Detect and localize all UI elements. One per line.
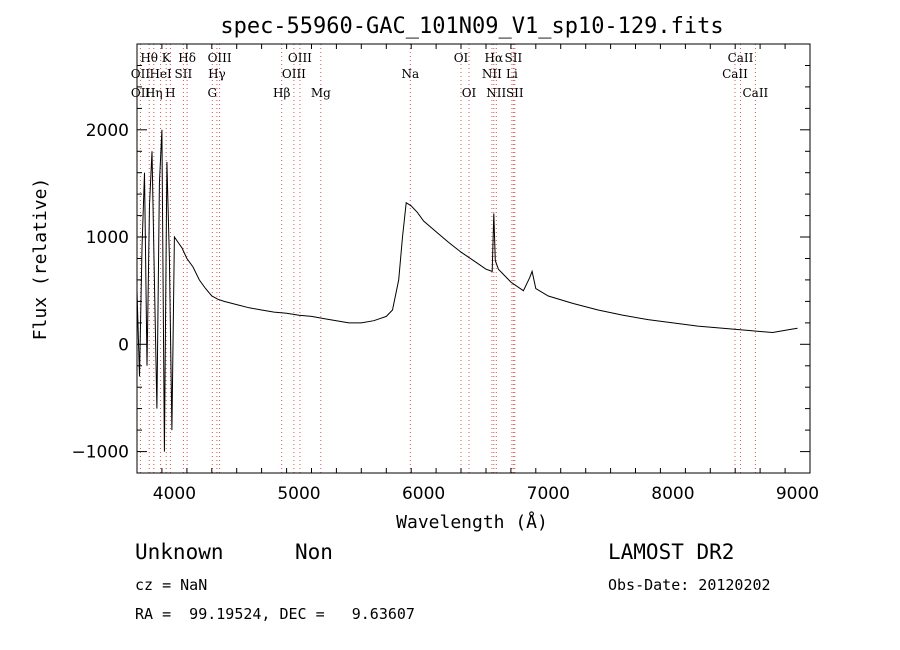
line-label: Na <box>401 67 419 81</box>
x-tick-label: 9000 <box>776 484 819 504</box>
x-tick-label: 5000 <box>277 484 320 504</box>
y-axis-label: Flux (relative) <box>30 178 51 341</box>
line-label: OI <box>454 51 469 65</box>
line-label: K <box>162 51 172 65</box>
coordinates-label: RA = 99.19524, DEC = 9.63607 <box>135 605 415 623</box>
x-axis: 4000 5000 6000 7000 8000 9000 <box>136 44 819 504</box>
line-label: OII <box>131 67 151 81</box>
line-label: SII <box>505 51 523 65</box>
line-label: G <box>208 86 218 100</box>
line-label: OIII <box>208 51 232 65</box>
obs-date-label: Obs-Date: 20120202 <box>608 576 771 594</box>
y-tick-label: 0 <box>118 335 129 355</box>
x-tick-label: 6000 <box>402 484 445 504</box>
x-tick-label: 7000 <box>527 484 570 504</box>
x-tick-label: 8000 <box>651 484 694 504</box>
line-label: OII <box>131 86 151 100</box>
class-label: Unknown <box>135 540 224 564</box>
line-label: NII <box>486 86 506 100</box>
line-label: Hα <box>485 51 504 65</box>
y-axis: −1000 0 1000 2000 <box>71 43 810 474</box>
line-label: OI <box>462 86 477 100</box>
survey-label: LAMOST DR2 <box>608 540 735 564</box>
line-label: CaII <box>742 86 768 100</box>
line-label: SII <box>175 67 193 81</box>
line-label: Hθ <box>140 51 158 65</box>
line-label: Hβ <box>273 86 290 100</box>
line-label: Hη <box>145 86 163 100</box>
line-markers <box>139 44 756 473</box>
line-label: H <box>165 86 175 100</box>
y-tick-label: 1000 <box>86 228 129 248</box>
subclass-label: Non <box>295 540 333 564</box>
line-label: SII <box>506 86 524 100</box>
line-label: OIII <box>282 67 306 81</box>
spectrum-line <box>136 129 798 452</box>
line-label: Hγ <box>208 67 226 81</box>
plot-frame <box>136 43 811 474</box>
y-tick-label: 2000 <box>86 121 129 141</box>
x-tick-label: 4000 <box>153 484 196 504</box>
chart-title: spec-55960-GAC_101N09_V1_sp10-129.fits <box>220 14 723 39</box>
line-label: Mg <box>311 86 331 100</box>
line-label: Li <box>506 67 518 81</box>
line-label: CaII <box>728 51 754 65</box>
line-label: HeI <box>149 67 172 81</box>
x-axis-label: Wavelength (Å) <box>396 511 548 533</box>
redshift-label: cz = NaN <box>135 576 208 594</box>
y-tick-label: −1000 <box>71 443 129 463</box>
line-label: CaII <box>722 67 748 81</box>
line-label: OIII <box>288 51 312 65</box>
line-label: Hδ <box>178 51 196 65</box>
line-label: NII <box>482 67 502 81</box>
